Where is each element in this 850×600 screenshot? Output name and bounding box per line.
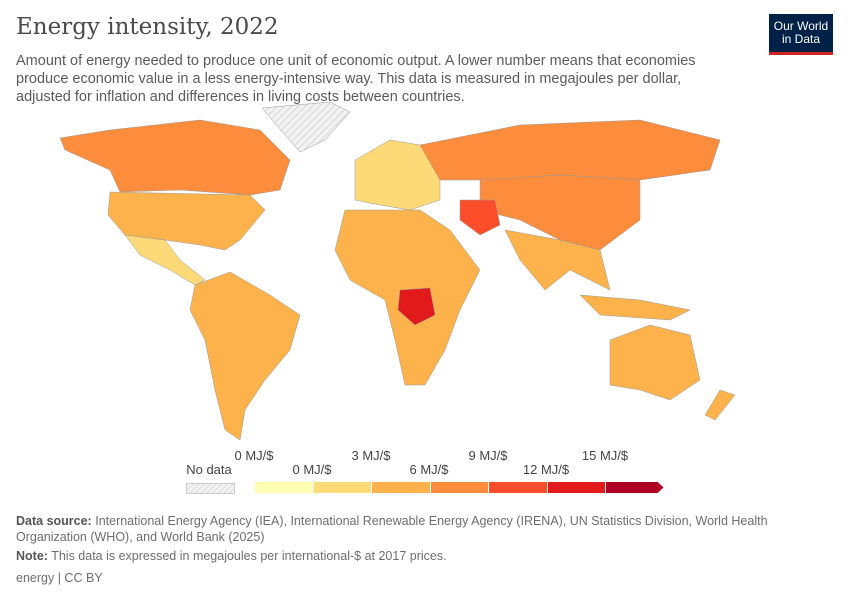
legend-no-data-swatch bbox=[186, 483, 235, 494]
region-indonesia[interactable] bbox=[579, 294, 691, 321]
region-new-zealand[interactable] bbox=[704, 389, 736, 421]
legend-no-data-label: No data bbox=[186, 462, 232, 477]
legend-bin bbox=[605, 482, 664, 493]
chart-subtitle: Amount of energy needed to produce one u… bbox=[16, 53, 696, 105]
legend-label: 12 MJ/$ bbox=[522, 462, 570, 477]
logo-line-2: in Data bbox=[781, 32, 821, 46]
legend-label: 15 MJ/$ bbox=[581, 448, 629, 463]
region-usa[interactable] bbox=[107, 191, 266, 251]
region-drc[interactable] bbox=[397, 287, 436, 326]
color-legend: No data 0 MJ/$ 3 MJ/$ 9 MJ/$ 15 MJ/$ 0 M… bbox=[0, 440, 850, 500]
note: Note: This data is expressed in megajoul… bbox=[16, 548, 816, 564]
legend-bin bbox=[254, 482, 313, 493]
source-text: International Energy Agency (IEA), Inter… bbox=[16, 514, 768, 544]
region-central-asia-china[interactable] bbox=[479, 174, 641, 251]
region-europe[interactable] bbox=[354, 139, 441, 211]
legend-bin bbox=[312, 482, 371, 493]
world-map bbox=[59, 101, 736, 440]
region-india-se-asia[interactable] bbox=[504, 229, 611, 291]
region-iran[interactable] bbox=[459, 199, 501, 236]
legend-bin bbox=[546, 482, 605, 493]
region-alaska-canada[interactable] bbox=[59, 119, 291, 196]
legend-label: 0 MJ/$ bbox=[234, 448, 274, 463]
license[interactable]: energy | CC BY bbox=[16, 571, 103, 585]
legend-label: 6 MJ/$ bbox=[409, 462, 449, 477]
logo-line-1: Our World bbox=[773, 19, 829, 33]
note-text: This data is expressed in megajoules per… bbox=[51, 549, 447, 563]
legend-bins bbox=[254, 482, 664, 493]
region-south-america[interactable] bbox=[189, 271, 301, 440]
owid-logo[interactable]: Our World in Data bbox=[769, 14, 833, 55]
region-greenland[interactable] bbox=[261, 101, 351, 153]
region-australia[interactable] bbox=[609, 324, 701, 401]
source-label: Data source: bbox=[16, 514, 92, 528]
legend-bin bbox=[488, 482, 547, 493]
data-source: Data source: International Energy Agency… bbox=[16, 513, 816, 545]
region-mexico-central-america[interactable] bbox=[124, 234, 206, 286]
legend-label: 3 MJ/$ bbox=[351, 448, 391, 463]
note-label: Note: bbox=[16, 549, 48, 563]
chart-title: Energy intensity, 2022 bbox=[16, 14, 279, 40]
legend-label: 0 MJ/$ bbox=[292, 462, 332, 477]
legend-bin bbox=[429, 482, 488, 493]
region-russia[interactable] bbox=[419, 119, 721, 181]
legend-bin bbox=[371, 482, 430, 493]
legend-label: 9 MJ/$ bbox=[468, 448, 508, 463]
